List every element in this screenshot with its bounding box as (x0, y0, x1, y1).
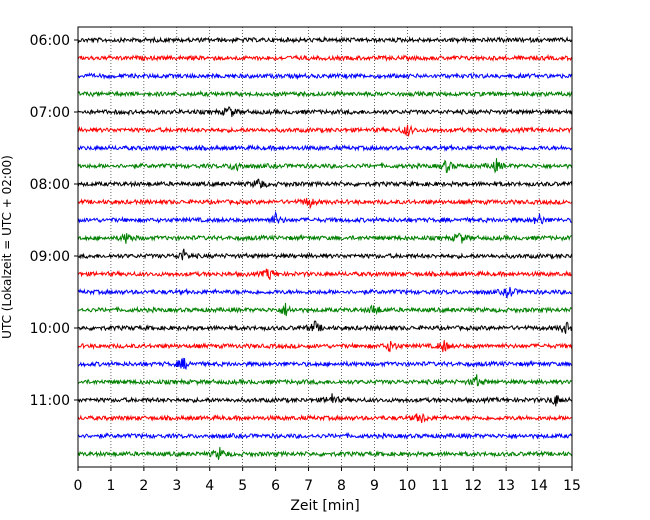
x-tick-label-1: 1 (106, 478, 115, 494)
x-tick-label-5: 5 (238, 478, 247, 494)
x-tick-label-11: 11 (431, 478, 449, 494)
y-tick-label-0900: 09:00 (30, 249, 70, 265)
trace-0845 (77, 232, 573, 244)
y-tick-label-0800: 08:00 (30, 177, 70, 193)
x-tick-label-4: 4 (205, 478, 214, 494)
trace-1145 (77, 447, 573, 460)
trace-1045 (77, 374, 573, 387)
trace-0645 (77, 89, 573, 98)
x-tick-label-9: 9 (370, 478, 379, 494)
y-tick-label-1100: 11:00 (30, 393, 70, 409)
y-tick-label-0700: 07:00 (30, 105, 70, 121)
trace-0745 (77, 158, 573, 174)
x-tick-label-14: 14 (530, 478, 548, 494)
x-tick-label-15: 15 (563, 478, 581, 494)
trace-0915 (77, 268, 573, 280)
x-tick-label-6: 6 (271, 478, 280, 494)
trace-0830 (77, 210, 573, 225)
plot-background (78, 27, 572, 467)
trace-1030 (77, 357, 573, 371)
trace-1000 (77, 320, 573, 334)
trace-1130 (77, 431, 573, 440)
trace-group (77, 35, 573, 460)
x-tick-label-2: 2 (139, 478, 148, 494)
trace-0715 (77, 124, 573, 137)
trace-0900 (77, 248, 573, 261)
x-tick-label-3: 3 (172, 478, 181, 494)
trace-0615 (77, 53, 573, 62)
plot-frame (77, 26, 573, 468)
x-tick-label-10: 10 (398, 478, 416, 494)
trace-0730 (77, 143, 573, 152)
x-tick-label-7: 7 (304, 478, 313, 494)
trace-0630 (77, 72, 573, 81)
y-tick-label-0600: 06:00 (30, 33, 70, 49)
trace-1015 (77, 340, 573, 353)
x-tick-label-12: 12 (464, 478, 482, 494)
trace-0815 (77, 197, 573, 210)
trace-0945 (77, 302, 573, 317)
trace-0700 (77, 105, 573, 118)
x-tick-label-13: 13 (497, 478, 515, 494)
trace-0930 (77, 286, 573, 299)
trace-0800 (77, 178, 573, 189)
x-axis-ticks: 0 1 2 3 4 5 6 7 8 9 10 11 12 13 14 15 (74, 467, 581, 494)
trace-1100 (77, 393, 573, 407)
x-tick-label-0: 0 (74, 478, 83, 494)
y-axis-ticks: 06:00 07:00 08:00 09:00 10:00 11:00 (30, 33, 78, 409)
trace-0600 (77, 35, 573, 45)
x-axis-label: Zeit [min] (290, 498, 359, 514)
x-tick-label-8: 8 (337, 478, 346, 494)
y-tick-label-1000: 10:00 (30, 321, 70, 337)
vertical-gridlines (110, 27, 540, 467)
y-axis-label: UTC (Lokalzeit = UTC + 02:00) (0, 155, 14, 339)
trace-1115 (77, 412, 573, 423)
